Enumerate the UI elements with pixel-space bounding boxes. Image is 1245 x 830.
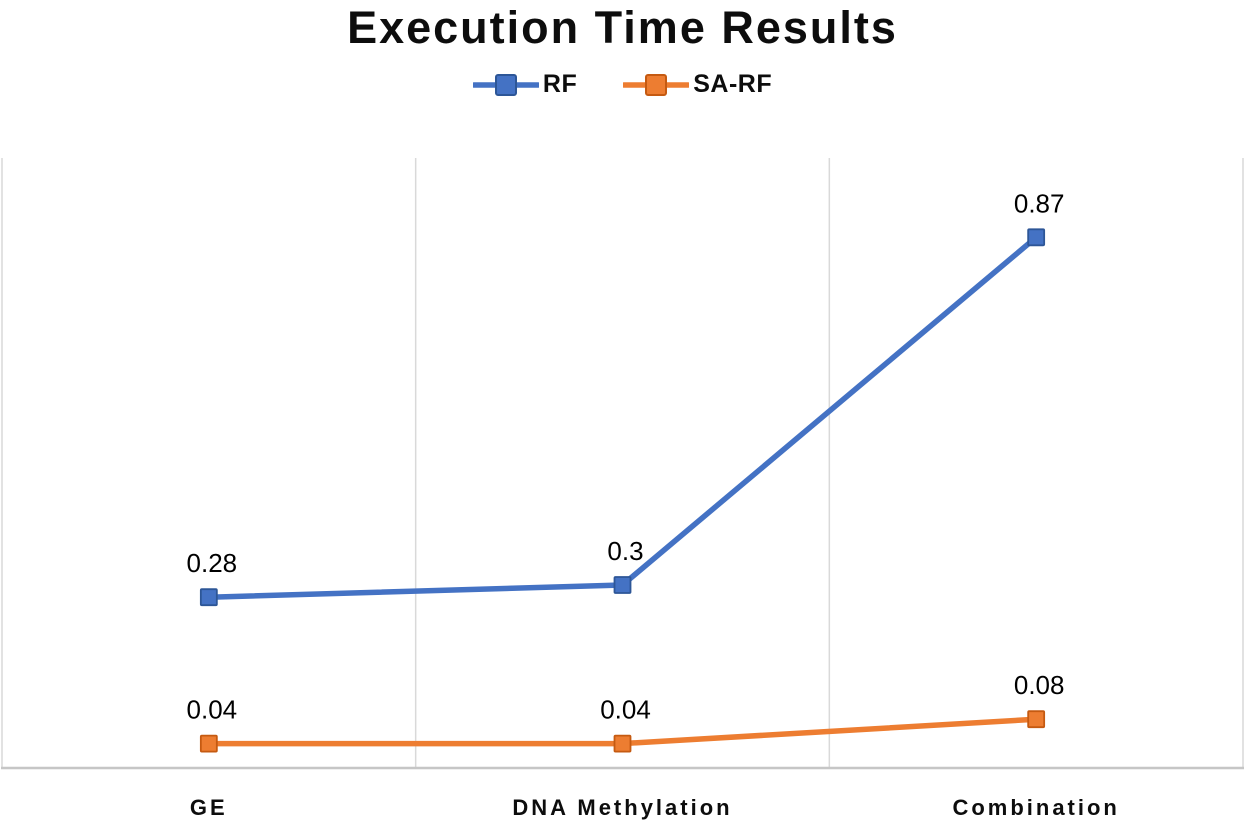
sa-rf-data-label: 0.04 (600, 695, 651, 725)
rf-data-label: 0.28 (187, 548, 238, 578)
sa-rf-marker (199, 734, 218, 753)
legend-item-rf: RF (472, 70, 578, 99)
sa-rf-data-label: 0.04 (187, 695, 238, 725)
sa-rf-data-label: 0.08 (1014, 670, 1065, 700)
legend-item-sa-rf: SA-RF (623, 70, 772, 99)
rf-marker (199, 588, 218, 607)
category-label: GE (190, 795, 228, 820)
legend: RF SA-RF (0, 70, 1245, 99)
rf-marker (1027, 228, 1046, 247)
chart-title: Execution Time Results (347, 2, 898, 53)
rf-line-marker-icon (472, 73, 539, 96)
sa-rf-marker (1027, 710, 1046, 729)
sa-rf-marker (613, 734, 632, 753)
legend-label-sa-rf: SA-RF (693, 70, 773, 98)
category-label: Combination (952, 795, 1119, 820)
legend-label-rf: RF (542, 70, 578, 98)
rf-data-label: 0.3 (607, 536, 643, 566)
rf-marker (613, 576, 632, 594)
sa-rf-line-marker-icon (623, 73, 690, 96)
category-label: DNA Methylation (512, 795, 732, 820)
rf-data-label: 0.87 (1014, 188, 1065, 218)
